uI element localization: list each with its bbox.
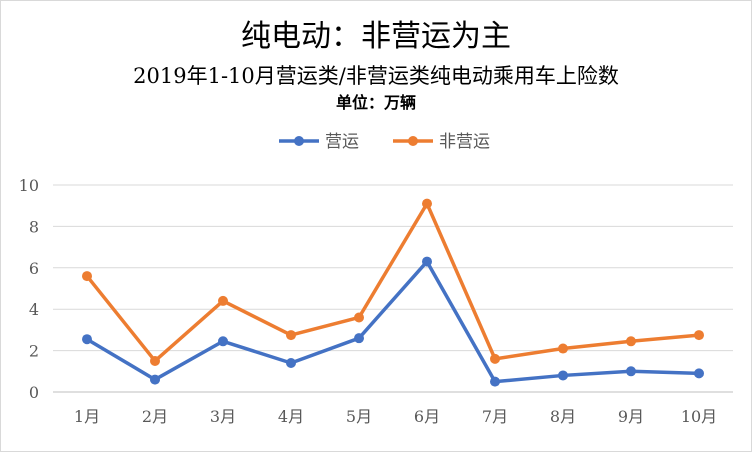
- data-point: [286, 330, 296, 341]
- x-tick-label: 6月: [414, 407, 440, 426]
- x-tick-label: 1月: [74, 407, 100, 426]
- data-point: [694, 330, 704, 341]
- y-tick-label: 2: [29, 342, 39, 361]
- data-point: [82, 334, 92, 345]
- y-tick-label: 10: [19, 176, 39, 195]
- x-tick-label: 7月: [482, 407, 508, 426]
- y-tick-label: 8: [29, 217, 39, 236]
- y-tick-label: 6: [29, 259, 39, 278]
- data-point: [490, 353, 500, 364]
- chart-title: 纯电动：非营运为主: [241, 19, 511, 54]
- legend-marker: [408, 136, 418, 146]
- chart-unit: 单位：万辆: [335, 93, 416, 112]
- x-tick-label: 3月: [210, 407, 236, 426]
- data-point: [354, 333, 364, 344]
- data-point: [694, 368, 704, 379]
- data-point: [218, 336, 228, 347]
- data-point: [82, 271, 92, 282]
- data-point: [626, 336, 636, 347]
- data-point: [354, 312, 364, 323]
- x-tick-label: 9月: [618, 407, 644, 426]
- y-tick-label: 4: [29, 300, 39, 319]
- data-point: [558, 343, 568, 354]
- data-point: [422, 256, 432, 267]
- data-point: [558, 370, 568, 381]
- chart-subtitle: 2019年1-10月营运类/非营运类纯电动乘用车上险数: [133, 64, 619, 88]
- legend-marker: [294, 136, 304, 146]
- x-tick-label: 8月: [550, 407, 576, 426]
- data-point: [286, 358, 296, 369]
- data-point: [150, 374, 160, 385]
- data-point: [218, 295, 228, 306]
- series-line-1: [85, 259, 701, 384]
- legend-label: 营运: [325, 132, 359, 152]
- x-tick-label: 2月: [142, 407, 168, 426]
- series-line-2: [85, 201, 701, 363]
- y-tick-label: 0: [29, 383, 39, 402]
- x-tick-label: 10月: [681, 407, 717, 426]
- x-tick-label: 4月: [278, 407, 304, 426]
- x-tick-label: 5月: [346, 407, 372, 426]
- legend-label: 非营运: [439, 132, 490, 152]
- data-point: [490, 376, 500, 387]
- data-point: [422, 198, 432, 209]
- data-point: [626, 366, 636, 377]
- data-point: [150, 355, 160, 366]
